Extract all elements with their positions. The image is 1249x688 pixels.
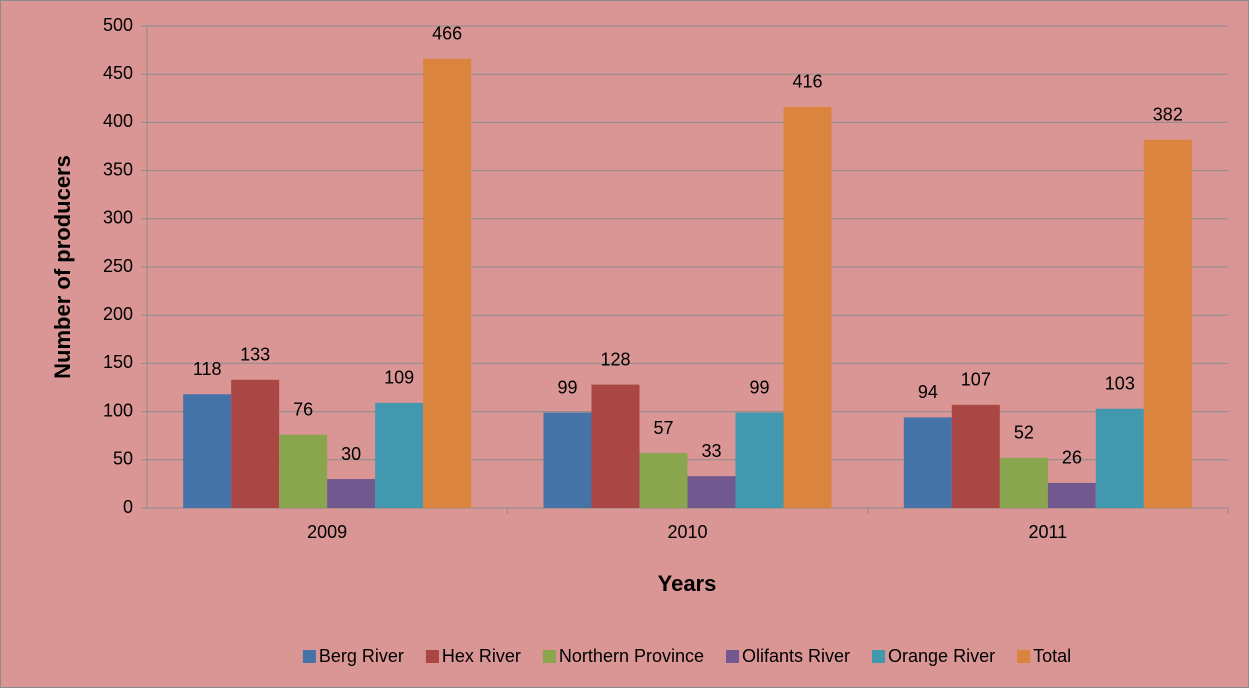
x-tick-label: 2009 xyxy=(307,522,347,542)
y-tick-label: 50 xyxy=(113,449,133,469)
bar xyxy=(591,384,640,508)
bar xyxy=(423,58,472,508)
y-tick-label: 0 xyxy=(123,497,133,517)
data-label: 103 xyxy=(1105,373,1135,393)
data-label: 99 xyxy=(557,377,577,397)
bar xyxy=(231,379,280,508)
y-tick-label: 150 xyxy=(103,352,133,372)
y-tick-label: 300 xyxy=(103,208,133,228)
data-label: 33 xyxy=(701,441,721,461)
data-label: 26 xyxy=(1062,448,1082,468)
data-label: 133 xyxy=(240,345,270,365)
y-tick-label: 400 xyxy=(103,111,133,131)
legend-swatch xyxy=(425,650,439,663)
bar xyxy=(183,394,232,508)
bar xyxy=(783,106,832,508)
data-label: 382 xyxy=(1153,105,1183,125)
bar xyxy=(639,453,688,508)
data-label: 52 xyxy=(1014,423,1034,443)
data-label: 109 xyxy=(384,368,414,388)
data-label: 107 xyxy=(961,370,991,390)
bar xyxy=(735,412,784,508)
legend-label: Orange River xyxy=(888,646,995,666)
data-label: 99 xyxy=(749,377,769,397)
legend-label: Total xyxy=(1033,646,1071,666)
data-label: 118 xyxy=(193,359,222,379)
y-tick-label: 100 xyxy=(103,400,133,420)
bar xyxy=(951,404,1000,508)
x-axis-title: Years xyxy=(658,571,717,596)
data-label: 128 xyxy=(600,349,630,369)
bar xyxy=(687,476,736,508)
bar xyxy=(543,412,592,508)
bar xyxy=(903,417,952,508)
legend-swatch xyxy=(872,650,886,663)
legend-label: Berg River xyxy=(319,646,404,666)
data-label: 94 xyxy=(918,382,938,402)
legend-label: Hex River xyxy=(442,646,521,666)
bar xyxy=(327,479,376,508)
bar xyxy=(999,457,1048,508)
data-label: 30 xyxy=(341,444,361,464)
data-label: 57 xyxy=(653,418,673,438)
y-tick-label: 200 xyxy=(103,304,133,324)
bar xyxy=(375,402,424,508)
x-tick-label: 2010 xyxy=(667,522,707,542)
legend-swatch xyxy=(726,650,740,663)
legend-label: Northern Province xyxy=(559,646,704,666)
legend-swatch xyxy=(542,650,556,663)
data-label: 466 xyxy=(432,24,462,44)
bar xyxy=(279,434,328,508)
bar xyxy=(1143,139,1192,508)
data-label: 76 xyxy=(293,399,313,419)
x-tick-label: 2011 xyxy=(1028,522,1067,542)
bar xyxy=(1095,408,1144,508)
legend-label: Olifants River xyxy=(742,646,850,666)
legend-swatch xyxy=(1017,650,1031,663)
y-axis-title: Number of producers xyxy=(50,155,75,379)
data-label: 416 xyxy=(792,72,822,92)
y-tick-label: 350 xyxy=(103,159,133,179)
y-tick-label: 500 xyxy=(103,15,133,35)
y-tick-label: 250 xyxy=(103,256,133,276)
bar xyxy=(1047,482,1096,508)
y-tick-label: 450 xyxy=(103,63,133,83)
legend-swatch xyxy=(302,650,316,663)
